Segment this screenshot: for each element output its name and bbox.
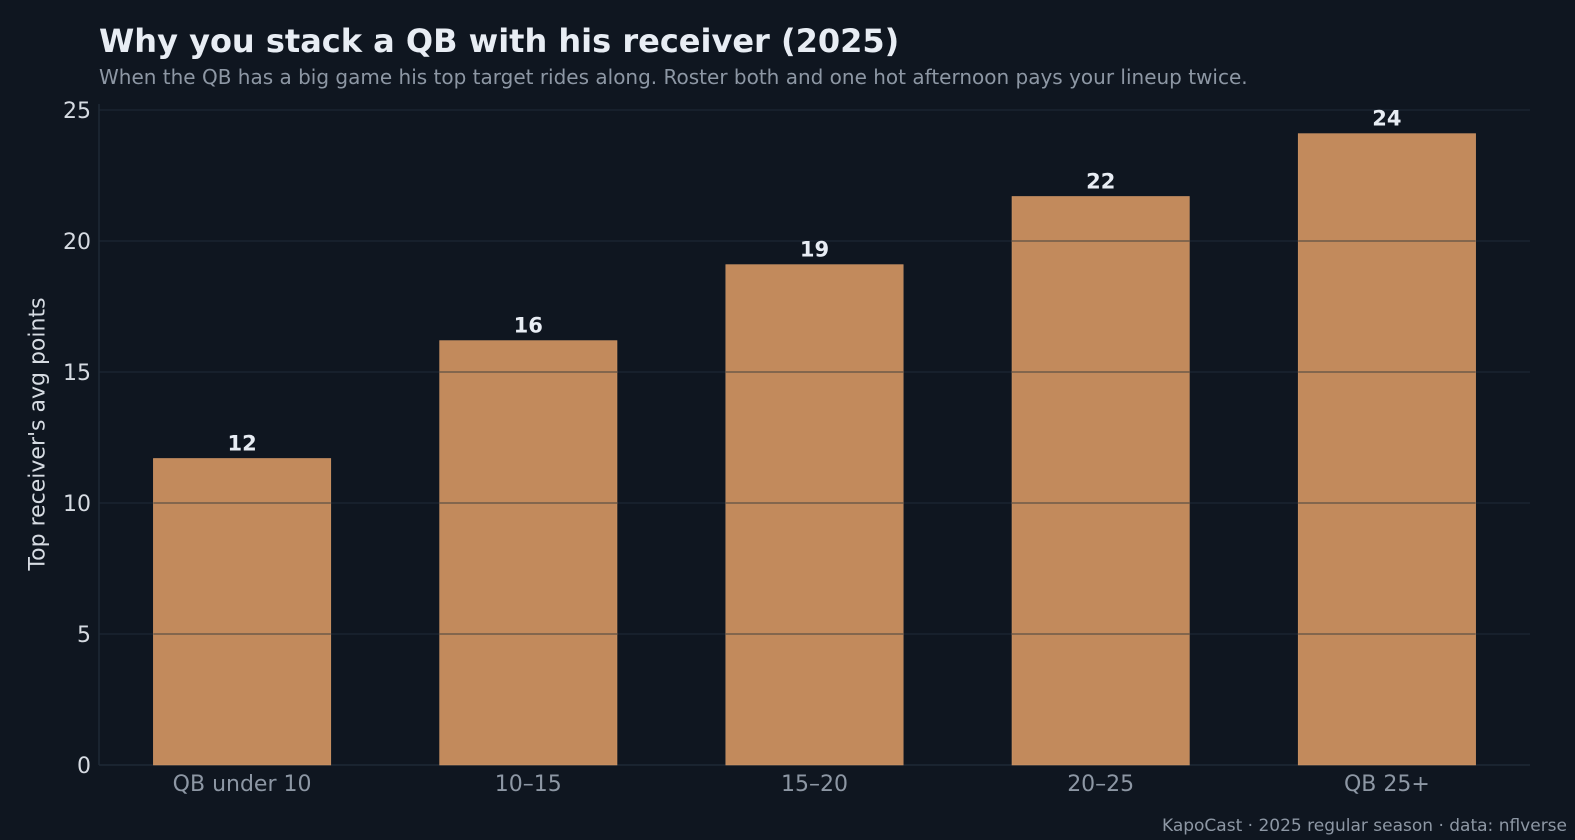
x-tick-label: 20–25 <box>1067 772 1134 797</box>
x-tick-label: 15–20 <box>781 772 848 797</box>
bar-value-label: 19 <box>800 238 829 262</box>
y-tick-label: 0 <box>77 754 91 779</box>
y-tick-label: 15 <box>63 361 91 386</box>
y-tick-label: 25 <box>63 99 91 124</box>
bar-value-label: 22 <box>1086 169 1115 193</box>
bar <box>1297 133 1476 766</box>
y-tick-label: 5 <box>77 623 91 648</box>
y-tick-label: 20 <box>63 230 91 255</box>
bar <box>1011 196 1190 766</box>
x-tick-label: QB under 10 <box>173 772 312 797</box>
chart-subtitle: When the QB has a big game his top targe… <box>99 65 1248 89</box>
x-tick-label: 10–15 <box>495 772 562 797</box>
y-tick-label: 10 <box>63 492 91 517</box>
chart-footer: KapoCast · 2025 regular season · data: n… <box>1161 816 1567 836</box>
bar <box>725 264 904 766</box>
bar <box>439 340 618 766</box>
bar-value-label: 24 <box>1372 107 1401 131</box>
bar <box>153 458 332 766</box>
bar-value-label: 12 <box>227 431 256 455</box>
x-tick-label: QB 25+ <box>1344 772 1430 797</box>
chart-title: Why you stack a QB with his receiver (20… <box>99 22 900 60</box>
bar-value-label: 16 <box>514 314 543 338</box>
